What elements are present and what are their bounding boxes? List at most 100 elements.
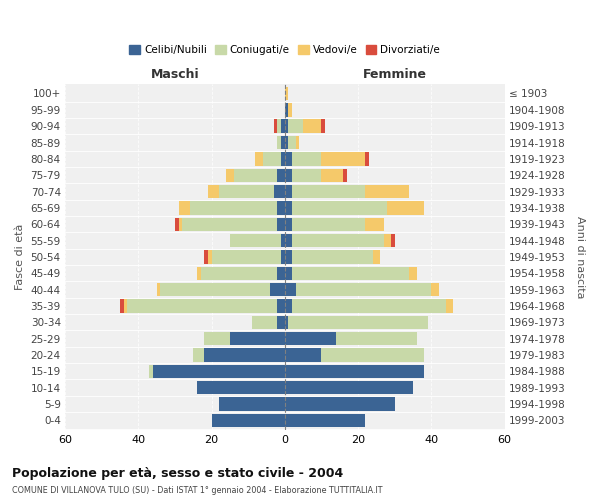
Bar	[277, 266, 285, 280]
Bar	[289, 316, 428, 329]
Bar	[149, 364, 153, 378]
Bar	[204, 250, 208, 264]
Bar	[252, 316, 277, 329]
Bar	[285, 234, 292, 247]
Bar	[208, 185, 219, 198]
Bar	[193, 348, 204, 362]
Bar	[179, 218, 182, 231]
Bar	[285, 87, 289, 100]
Bar	[343, 168, 347, 182]
Bar	[277, 218, 285, 231]
Bar	[212, 414, 285, 427]
Bar	[365, 152, 369, 166]
Bar	[285, 381, 413, 394]
Bar	[285, 152, 292, 166]
Bar	[285, 120, 289, 133]
Bar	[384, 234, 391, 247]
Bar	[303, 120, 322, 133]
Bar	[219, 185, 274, 198]
Bar	[208, 250, 212, 264]
Bar	[285, 201, 292, 214]
Text: Popolazione per età, sesso e stato civile - 2004: Popolazione per età, sesso e stato civil…	[12, 468, 343, 480]
Bar	[391, 234, 395, 247]
Bar	[182, 218, 277, 231]
Bar	[277, 299, 285, 312]
Bar	[277, 120, 281, 133]
Bar	[230, 234, 281, 247]
Bar	[431, 283, 439, 296]
Bar	[373, 250, 380, 264]
Bar	[281, 250, 285, 264]
Bar	[292, 152, 322, 166]
Bar	[230, 332, 285, 345]
Bar	[388, 201, 424, 214]
Bar	[292, 250, 373, 264]
Bar	[285, 364, 424, 378]
Bar	[296, 283, 431, 296]
Bar	[281, 120, 285, 133]
Bar	[336, 332, 417, 345]
Y-axis label: Fasce di età: Fasce di età	[15, 224, 25, 290]
Bar	[175, 218, 179, 231]
Bar	[292, 201, 388, 214]
Bar	[190, 201, 277, 214]
Bar	[365, 218, 384, 231]
Legend: Celibi/Nubili, Coniugati/e, Vedovi/e, Divorziati/e: Celibi/Nubili, Coniugati/e, Vedovi/e, Di…	[125, 40, 445, 59]
Bar	[281, 136, 285, 149]
Bar	[160, 283, 270, 296]
Bar	[277, 316, 285, 329]
Bar	[289, 103, 292, 117]
Bar	[285, 283, 296, 296]
Bar	[292, 234, 384, 247]
Bar	[197, 381, 285, 394]
Bar	[200, 266, 277, 280]
Bar	[157, 283, 160, 296]
Bar	[270, 283, 285, 296]
Bar	[285, 185, 292, 198]
Bar	[219, 398, 285, 410]
Bar	[446, 299, 454, 312]
Bar	[285, 348, 322, 362]
Bar	[179, 201, 190, 214]
Bar	[277, 136, 281, 149]
Bar	[322, 152, 365, 166]
Bar	[120, 299, 124, 312]
Bar	[322, 168, 343, 182]
Bar	[127, 299, 277, 312]
Bar	[285, 398, 395, 410]
Bar	[212, 250, 281, 264]
Bar	[292, 168, 322, 182]
Bar	[289, 120, 303, 133]
Bar	[285, 266, 292, 280]
Bar	[296, 136, 299, 149]
Bar	[277, 168, 285, 182]
Bar	[409, 266, 417, 280]
Text: COMUNE DI VILLANOVA TULO (SU) - Dati ISTAT 1° gennaio 2004 - Elaborazione TUTTIT: COMUNE DI VILLANOVA TULO (SU) - Dati IST…	[12, 486, 383, 495]
Bar	[285, 218, 292, 231]
Bar	[292, 185, 365, 198]
Bar	[322, 120, 325, 133]
Bar	[292, 299, 446, 312]
Bar	[204, 348, 285, 362]
Bar	[285, 414, 365, 427]
Bar	[274, 120, 277, 133]
Bar	[322, 348, 424, 362]
Text: Maschi: Maschi	[151, 68, 199, 81]
Bar	[285, 103, 289, 117]
Y-axis label: Anni di nascita: Anni di nascita	[575, 216, 585, 298]
Bar	[153, 364, 285, 378]
Bar	[197, 266, 200, 280]
Bar	[289, 136, 296, 149]
Bar	[365, 185, 409, 198]
Bar	[285, 250, 292, 264]
Bar	[281, 152, 285, 166]
Bar	[274, 185, 285, 198]
Bar	[285, 136, 289, 149]
Bar	[285, 316, 289, 329]
Bar	[226, 168, 233, 182]
Bar	[256, 152, 263, 166]
Bar	[285, 299, 292, 312]
Bar	[233, 168, 277, 182]
Bar	[285, 332, 336, 345]
Bar	[292, 266, 409, 280]
